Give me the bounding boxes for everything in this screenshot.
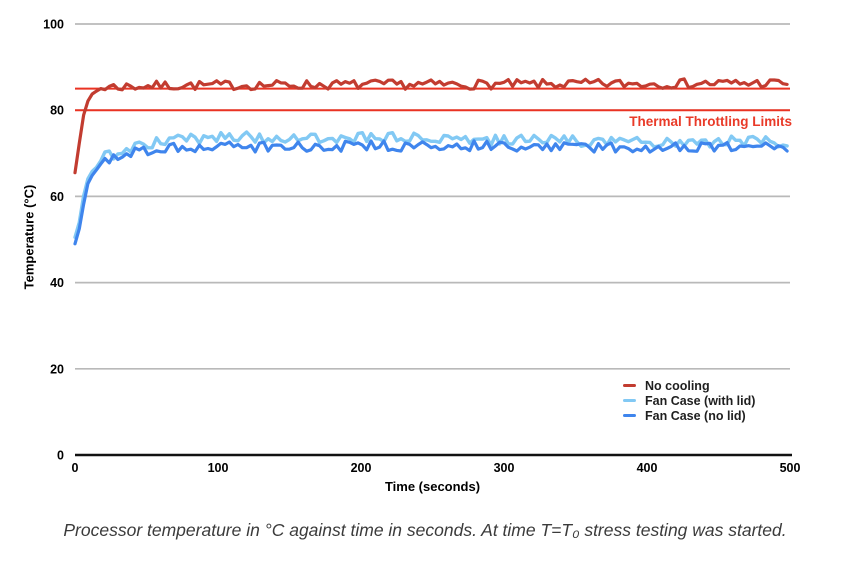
y-tick-label: 100 (43, 18, 64, 32)
x-tick-label: 0 (72, 461, 79, 475)
series-line-no-cooling (73, 77, 789, 175)
x-tick-label: 100 (208, 461, 229, 475)
x-axis-title: Time (seconds) (384, 479, 481, 494)
legend-label-no-cooling: No cooling (645, 378, 710, 393)
y-tick-label: 80 (50, 104, 64, 118)
x-tick-label: 200 (351, 461, 372, 475)
legend-label-fan-case-no-lid: Fan Case (no lid) (645, 408, 746, 423)
y-tick-label: 40 (50, 276, 64, 290)
legend-label-fan-case-with-lid: Fan Case (with lid) (645, 393, 756, 408)
temperature-chart: 0 20 40 60 80 100 0 100 200 300 400 500 Temperature… (21, 18, 801, 495)
legend-item-fan-case-no-lid: Fan Case (no lid) (623, 408, 755, 423)
x-tick-label: 400 (637, 461, 658, 475)
series-line-fan-case-with-lid (73, 130, 789, 239)
x-tick-label: 500 (780, 461, 801, 475)
legend-item-fan-case-with-lid: Fan Case (with lid) (623, 393, 755, 408)
legend: No cooling Fan Case (with lid) Fan Case (n… (623, 378, 755, 423)
thermal-throttling-limits-label: Thermal Throttling Limits (629, 114, 792, 129)
y-axis-title: Temperature (°C) (21, 184, 37, 290)
legend-swatch-fan-case-no-lid (623, 414, 636, 417)
legend-swatch-fan-case-with-lid (623, 399, 636, 402)
series-line-fan-case-no-lid (73, 139, 789, 246)
legend-item-no-cooling: No cooling (623, 378, 755, 393)
y-tick-label: 20 (50, 362, 64, 376)
y-tick-label: 0 (57, 449, 64, 463)
legend-swatch-no-cooling (623, 384, 636, 387)
chart-canvas: 0 20 40 60 80 100 0 100 200 300 400 500 (43, 18, 801, 476)
y-tick-label: 60 (50, 190, 64, 204)
x-tick-label: 300 (494, 461, 515, 475)
figure-caption: Processor temperature in °C against time… (63, 520, 787, 540)
